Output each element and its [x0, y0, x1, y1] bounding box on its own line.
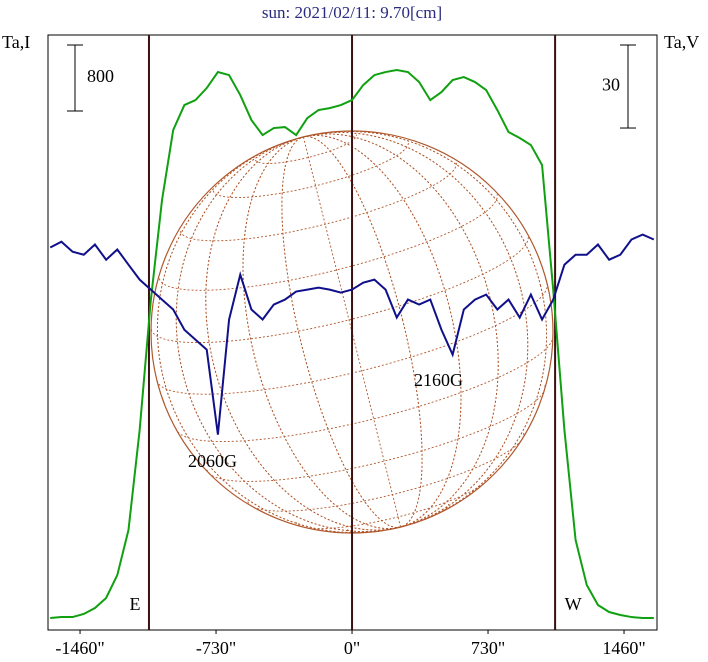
annotation: 2060G [188, 451, 237, 471]
series-line [49, 233, 655, 435]
limb-label: W [565, 594, 582, 614]
scale-bar-label: 800 [87, 66, 114, 86]
annotation: 2160G [414, 370, 463, 390]
x-tick-label: -730" [196, 638, 236, 658]
disk-parallel [150, 235, 529, 344]
disk-parallel [158, 194, 498, 291]
chart-title: sun: 2021/02/11: 9.70[cm] [262, 3, 442, 22]
disk-parallel [255, 134, 357, 164]
x-tick-label: 0" [344, 638, 360, 658]
scale-bar-label: 30 [602, 75, 620, 95]
y-axis-label: Ta,I [2, 32, 30, 52]
disk-parallel [347, 503, 449, 534]
disk-parallel [212, 142, 409, 199]
solar-disk [150, 130, 554, 534]
disk-meridian [156, 130, 548, 534]
disk-meridian [205, 133, 499, 531]
y2-axis-label: Ta,V [664, 32, 699, 52]
disk-parallel [295, 473, 492, 530]
x-tick-label: 1460" [602, 638, 645, 658]
series-line [50, 69, 654, 620]
x-tick-label: -1460" [55, 638, 104, 658]
x-tick-label: 730" [471, 638, 505, 658]
disk-parallel [175, 334, 554, 442]
disk-parallel [179, 162, 457, 242]
disk-parallel [247, 432, 525, 512]
limb-label: E [129, 594, 140, 614]
